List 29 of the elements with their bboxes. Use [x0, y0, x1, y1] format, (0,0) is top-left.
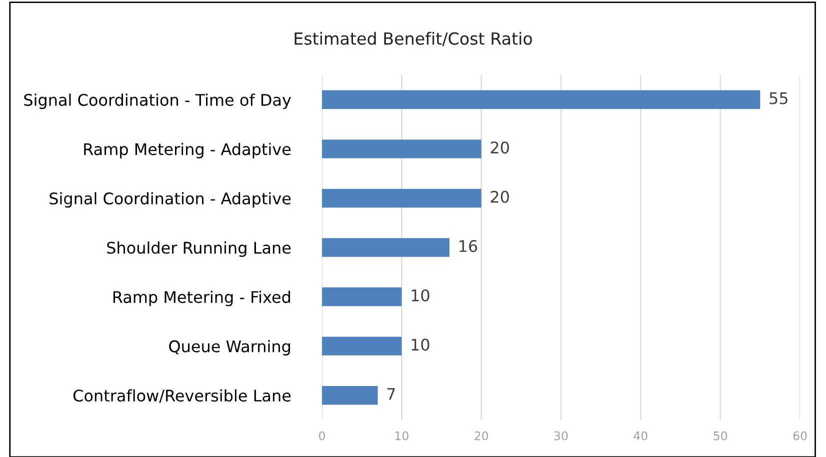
data-label: 10	[412, 338, 430, 351]
chart-title: Estimated Benefit/Cost Ratio	[294, 32, 532, 46]
y-tick-label: Signal Coordination - Time of Day	[24, 94, 291, 110]
x-tick-label: 0	[319, 431, 325, 440]
bar	[322, 90, 760, 110]
y-tick-label: Queue Warning	[169, 340, 290, 356]
x-tick-label: 50	[714, 431, 728, 440]
bar	[322, 140, 482, 158]
data-label: 7	[387, 388, 395, 400]
bar	[322, 287, 402, 306]
bar	[322, 336, 402, 356]
y-tick-label: Signal Coordination - Adaptive	[50, 192, 291, 208]
data-label: 55	[770, 92, 788, 104]
x-tick-label: 20	[474, 431, 488, 440]
x-tick-label: 10	[395, 431, 408, 440]
y-tick-label: Contraflow/Reversible Lane	[73, 389, 291, 403]
data-label: 16	[460, 240, 478, 252]
y-tick-label: Shoulder Running Lane	[107, 241, 291, 257]
data-label: 20	[490, 141, 509, 154]
bar	[322, 238, 450, 257]
bar	[322, 188, 482, 208]
x-tick-label: 60	[793, 431, 807, 440]
bar	[322, 386, 378, 405]
data-label: 10	[412, 289, 430, 302]
y-tick-label: Ramp Metering - Fixed	[113, 290, 290, 306]
y-tick-label: Ramp Metering - Adaptive	[84, 142, 291, 158]
data-label: 20	[490, 190, 509, 203]
x-tick-label: 40	[634, 431, 648, 440]
x-tick-label: 30	[554, 431, 568, 440]
